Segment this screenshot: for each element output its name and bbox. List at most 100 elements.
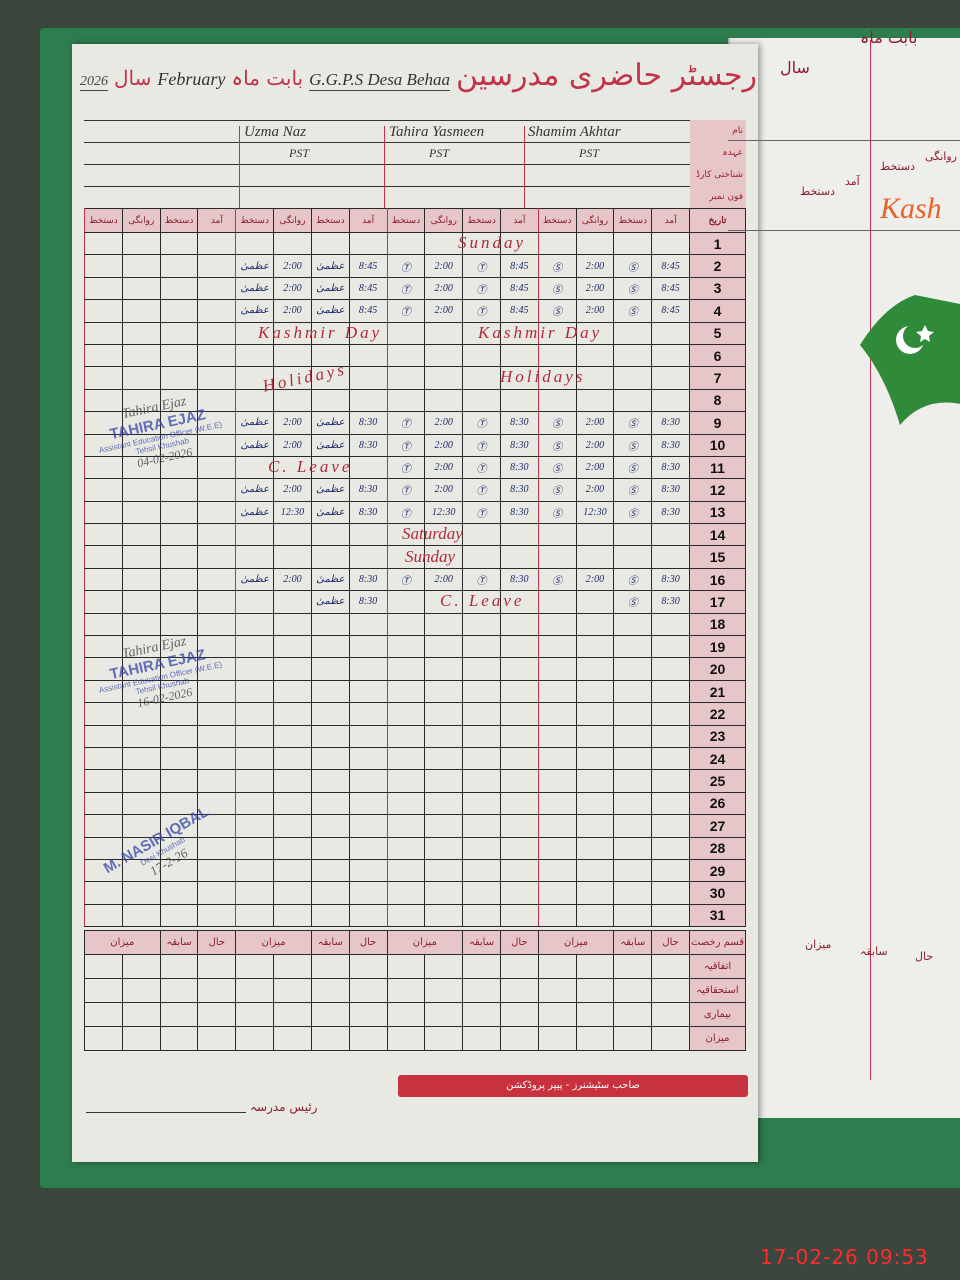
arrival-signature: [613, 791, 653, 816]
arrival-signature: [310, 679, 350, 704]
summary-cell: [462, 954, 501, 979]
departure-signature: [537, 836, 577, 860]
right-sum-col: میزان: [805, 938, 832, 951]
arrival-signature: Ⓣ: [462, 411, 501, 435]
departure-time: [121, 321, 161, 345]
arrival-signature: Ⓣ: [462, 478, 501, 502]
arrival-signature: Ⓣ: [462, 299, 501, 323]
note-kashmir-day: Kashmir Day: [258, 323, 383, 342]
arrival-time: [348, 724, 388, 748]
right-sum-col: سابقہ: [860, 945, 888, 958]
arrival-time: [651, 231, 690, 256]
departure-time: 2:00: [273, 254, 312, 278]
arrival-signature: [159, 500, 199, 525]
departure-signature: Ⓣ: [386, 500, 426, 525]
departure-time: [121, 567, 161, 592]
departure-time: [575, 321, 615, 345]
arrival-signature: [310, 724, 350, 748]
arrival-signature: [159, 455, 199, 480]
arrival-signature: Ⓣ: [462, 433, 501, 457]
departure-time: [273, 724, 312, 748]
table-row: 21: [84, 679, 746, 704]
date-cell: 25: [689, 769, 746, 793]
school-name: G.G.P.S Desa Behaa: [309, 70, 450, 91]
departure-time: [575, 814, 615, 838]
departure-time: [575, 791, 615, 816]
year-value: 2026: [80, 74, 108, 91]
departure-signature: Ⓣ: [386, 478, 426, 502]
table-row: 9 8:30 Ⓢ 2:00 Ⓢ 8:30 Ⓣ 2:00 Ⓣ 8:30 عظمیٰ 2:00 عظمیٰ: [84, 411, 746, 435]
arrival-signature: [462, 657, 501, 681]
date-cell: 12: [689, 478, 746, 502]
note-kashmir-day: Kashmir Day: [478, 323, 603, 342]
table-row: 7: [84, 366, 746, 390]
departure-signature: [386, 724, 426, 748]
summary-cell: [499, 1002, 539, 1027]
arrival-signature: [310, 231, 350, 256]
departure-signature: Ⓢ: [537, 299, 577, 323]
departure-signature: Ⓣ: [386, 299, 426, 323]
departure-time: [121, 523, 161, 547]
summary-cell: [651, 1002, 690, 1027]
departure-time: [273, 836, 312, 860]
arrival-time: [348, 366, 388, 390]
departure-signature: [537, 545, 577, 569]
departure-signature: Ⓢ: [537, 433, 577, 457]
departure-time: [121, 299, 161, 323]
arrival-signature: Ⓢ: [613, 455, 653, 480]
arrival-signature: Ⓢ: [613, 254, 653, 278]
arrival-time: [348, 881, 388, 905]
arrival-signature: Ⓢ: [613, 276, 653, 301]
arrival-time: [651, 881, 690, 905]
departure-signature: [537, 769, 577, 793]
arrival-time: [651, 791, 690, 816]
date-cell: 27: [689, 814, 746, 838]
teacher-info-header: نام عہدہ شناختی کارڈ نمبر فون نمبر Uzma …: [84, 118, 746, 210]
departure-time: [121, 411, 161, 435]
summary-cell: [424, 1002, 464, 1027]
arrival-signature: [462, 903, 501, 928]
arrival-time: [651, 724, 690, 748]
arrival-time: [499, 881, 539, 905]
arrival-signature: [159, 746, 199, 771]
summary-cell: [537, 954, 577, 979]
date-cell: 2: [689, 254, 746, 278]
summary-header-row: قسم رخصت حال سابقہ میزان حال سابقہ میزان حال ساب…: [84, 930, 746, 955]
departure-time: [273, 612, 312, 637]
departure-time: [575, 858, 615, 883]
arrival-time: [348, 858, 388, 883]
summary-col-header: حال: [651, 930, 690, 955]
header-signature: دستخط: [159, 208, 199, 233]
table-row: 14: [84, 523, 746, 547]
arrival-time: 8:30: [348, 567, 388, 592]
leave-summary-table: قسم رخصت حال سابقہ میزان حال سابقہ میزان حال ساب…: [84, 930, 746, 1051]
departure-signature: [386, 881, 426, 905]
summary-col-header: سابقہ: [462, 930, 501, 955]
summary-cell: [273, 954, 312, 979]
arrival-time: [499, 769, 539, 793]
departure-signature: [235, 858, 275, 883]
header-departure: روانگی: [575, 208, 615, 233]
departure-time: [273, 858, 312, 883]
departure-signature: [84, 231, 123, 256]
arrival-signature: [159, 411, 199, 435]
departure-signature: Ⓢ: [537, 411, 577, 435]
arrival-signature: Ⓢ: [613, 500, 653, 525]
summary-cell: [348, 954, 388, 979]
departure-signature: Ⓣ: [386, 276, 426, 301]
departure-signature: [386, 366, 426, 390]
departure-time: [121, 590, 161, 614]
table-row: 1: [84, 231, 746, 256]
header-departure: روانگی: [121, 208, 161, 233]
header-signature: دستخط: [84, 208, 123, 233]
arrival-time: 8:30: [499, 478, 539, 502]
label-designation: عہدہ: [690, 142, 746, 164]
departure-time: 12:30: [273, 500, 312, 525]
departure-time: [273, 769, 312, 793]
summary-cell: [537, 1002, 577, 1027]
arrival-time: 8:30: [348, 478, 388, 502]
arrival-signature: [462, 702, 501, 726]
summary-cell: [348, 1002, 388, 1027]
arrival-signature: Ⓣ: [462, 254, 501, 278]
table-row: 2 8:45 Ⓢ 2:00 Ⓢ 8:45 Ⓣ 2:00 Ⓣ 8:45 عظمیٰ 2:00 عظمیٰ: [84, 254, 746, 278]
